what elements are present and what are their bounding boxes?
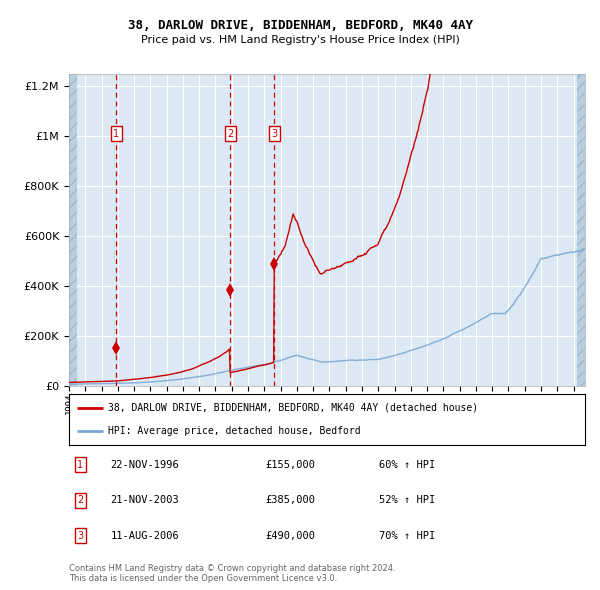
Text: 21-NOV-2003: 21-NOV-2003	[110, 496, 179, 505]
Text: 2: 2	[227, 129, 233, 139]
Text: 22-NOV-1996: 22-NOV-1996	[110, 460, 179, 470]
Text: Price paid vs. HM Land Registry's House Price Index (HPI): Price paid vs. HM Land Registry's House …	[140, 35, 460, 44]
Text: 2: 2	[77, 496, 83, 505]
Text: 1: 1	[113, 129, 119, 139]
Text: 38, DARLOW DRIVE, BIDDENHAM, BEDFORD, MK40 4AY: 38, DARLOW DRIVE, BIDDENHAM, BEDFORD, MK…	[128, 19, 473, 32]
Text: HPI: Average price, detached house, Bedford: HPI: Average price, detached house, Bedf…	[108, 427, 361, 437]
Text: 3: 3	[271, 129, 277, 139]
Text: 38, DARLOW DRIVE, BIDDENHAM, BEDFORD, MK40 4AY (detached house): 38, DARLOW DRIVE, BIDDENHAM, BEDFORD, MK…	[108, 402, 478, 412]
Text: 70% ↑ HPI: 70% ↑ HPI	[379, 531, 435, 540]
Text: Contains HM Land Registry data © Crown copyright and database right 2024.
This d: Contains HM Land Registry data © Crown c…	[69, 563, 395, 583]
Text: 11-AUG-2006: 11-AUG-2006	[110, 531, 179, 540]
Text: 3: 3	[77, 531, 83, 540]
Bar	[69, 74, 77, 386]
Text: 60% ↑ HPI: 60% ↑ HPI	[379, 460, 435, 470]
Text: 52% ↑ HPI: 52% ↑ HPI	[379, 496, 435, 505]
Text: £490,000: £490,000	[265, 531, 315, 540]
Text: £385,000: £385,000	[265, 496, 315, 505]
Bar	[577, 74, 593, 386]
Text: 1: 1	[77, 460, 83, 470]
Text: £155,000: £155,000	[265, 460, 315, 470]
